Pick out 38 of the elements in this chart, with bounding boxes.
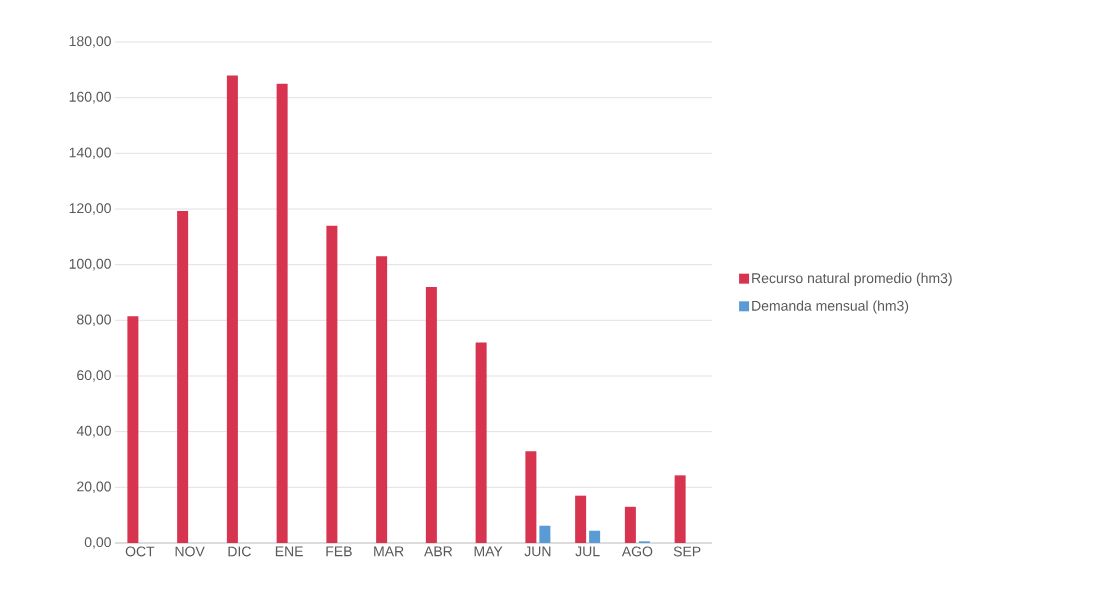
y-tick-label: 180,00 — [69, 36, 111, 48]
x-tick-label: ABR — [424, 546, 453, 557]
bar — [177, 210, 189, 543]
y-tick-label: 40,00 — [76, 425, 111, 438]
x-tick-label: NOV — [175, 546, 205, 557]
x-tick-label: MAR — [374, 546, 404, 557]
y-tick-label: 0,00 — [84, 537, 111, 549]
bar — [376, 256, 388, 543]
x-tick-label: JUL — [575, 546, 600, 557]
x-tick-label: DIC — [228, 546, 251, 557]
bar — [575, 495, 587, 543]
bar — [127, 316, 139, 543]
y-tick-label: 140,00 — [69, 147, 111, 160]
x-tick-label: OCT — [125, 546, 155, 557]
x-tick-label: AGO — [621, 546, 653, 557]
legend-label: Recurso natural promedio (hm3) — [752, 272, 952, 286]
bar — [589, 530, 601, 543]
y-tick-label: 60,00 — [77, 370, 111, 382]
x-tick-label: SEP — [673, 546, 701, 557]
bar — [326, 225, 338, 543]
bar — [624, 506, 636, 543]
bar — [525, 451, 537, 543]
bar — [425, 286, 437, 543]
y-tick-label: 100,00 — [69, 258, 111, 271]
bar — [539, 525, 551, 543]
legend-label: Demanda mensual (hm3) — [752, 300, 909, 314]
y-tick-label: 20,00 — [77, 481, 111, 494]
y-tick-label: 80,00 — [77, 314, 111, 327]
y-tick-label: 120,00 — [69, 203, 111, 215]
y-tick-label: 160,00 — [69, 91, 111, 104]
x-tick-label: MAY — [474, 546, 503, 557]
bar — [226, 75, 238, 543]
bar — [674, 475, 686, 543]
x-tick-label: JUN — [524, 546, 551, 557]
x-tick-label: ENE — [275, 546, 303, 557]
x-tick-label: FEB — [326, 546, 352, 557]
bar — [475, 342, 487, 543]
bar — [276, 83, 288, 543]
